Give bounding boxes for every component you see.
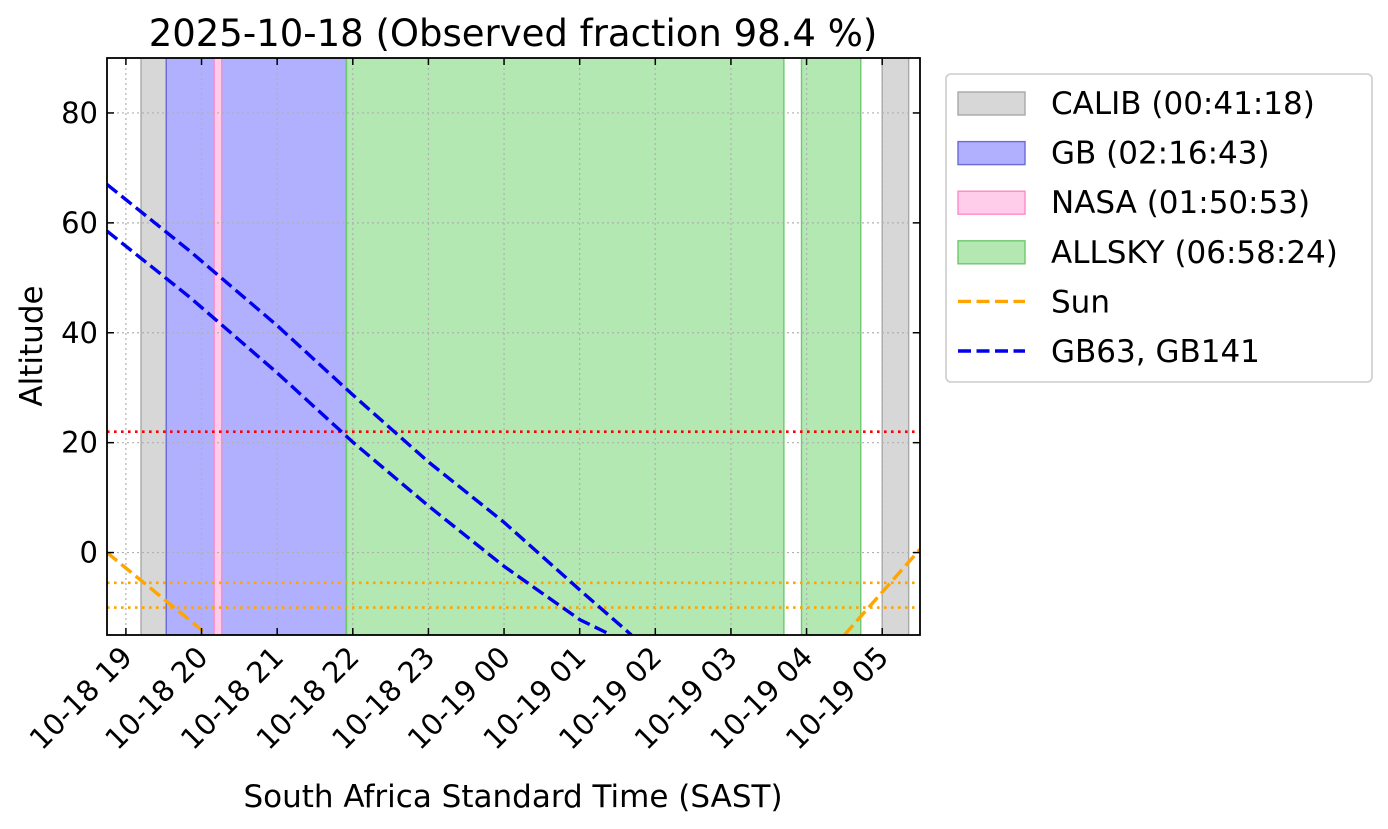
legend: CALIB (00:41:18) GB (02:16:43) NASA (01:50… bbox=[945, 73, 1373, 383]
chart-title: 2025-10-18 (Observed fraction 98.4 %) bbox=[149, 12, 878, 55]
legend-label: GB63, GB141 bbox=[1051, 334, 1260, 370]
legend-label: GB (02:16:43) bbox=[1051, 136, 1270, 172]
legend-frame bbox=[945, 73, 1373, 383]
x-axis-label: South Africa Standard Time (SAST) bbox=[243, 779, 782, 815]
span-calib bbox=[881, 58, 910, 635]
threshold-lines bbox=[107, 430, 920, 609]
span-allsky bbox=[800, 58, 862, 635]
legend-swatch bbox=[957, 190, 1026, 215]
y-tick-label: 0 bbox=[80, 536, 98, 570]
span-gb bbox=[165, 58, 348, 635]
altitude-series bbox=[107, 183, 920, 635]
y-tick-label: 20 bbox=[61, 426, 98, 460]
y-axis-label: Altitude bbox=[14, 285, 50, 406]
legend-swatch bbox=[957, 240, 1026, 265]
span-calib bbox=[140, 58, 167, 635]
target-altitude-line bbox=[107, 183, 633, 635]
legend-label: NASA (01:50:53) bbox=[1051, 185, 1310, 221]
legend-item: GB (02:16:43) bbox=[957, 136, 1270, 172]
legend-swatch bbox=[957, 140, 1026, 166]
span-nasa bbox=[213, 58, 223, 635]
plot-frame bbox=[106, 57, 921, 636]
y-tick-label: 40 bbox=[61, 316, 98, 350]
sun-altitude-line bbox=[107, 551, 209, 635]
legend-item: CALIB (00:41:18) bbox=[957, 86, 1315, 122]
legend-label: Sun bbox=[1051, 284, 1110, 320]
span-allsky bbox=[345, 58, 785, 635]
target-altitude-line bbox=[107, 229, 612, 635]
legend-item: ALLSKY (06:58:24) bbox=[957, 235, 1338, 271]
grid-lines bbox=[107, 58, 920, 635]
legend-item: NASA (01:50:53) bbox=[957, 185, 1310, 221]
legend-label: CALIB (00:41:18) bbox=[1051, 86, 1315, 122]
sun-altitude-line bbox=[843, 548, 920, 635]
legend-swatch bbox=[957, 91, 1026, 116]
observation-spans bbox=[140, 58, 910, 635]
legend-item: Sun bbox=[958, 284, 1110, 320]
legend-label: ALLSKY (06:58:24) bbox=[1051, 235, 1338, 271]
y-tick-label: 60 bbox=[61, 206, 98, 240]
legend-item: GB63, GB141 bbox=[958, 334, 1260, 370]
y-tick-label: 80 bbox=[61, 96, 98, 130]
